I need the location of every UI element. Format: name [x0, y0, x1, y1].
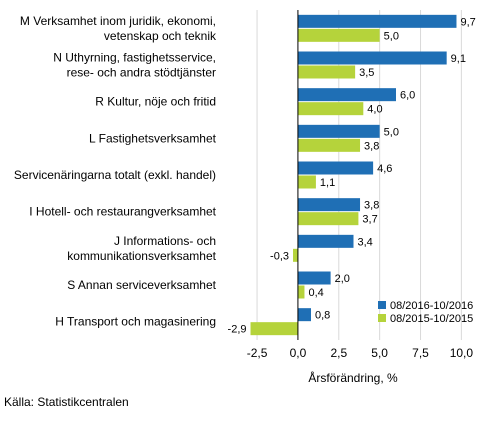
- bar-series-1: [297, 14, 457, 28]
- category-label: R Kultur, nöje och fritid: [95, 95, 216, 109]
- bar-series-2: [297, 285, 305, 299]
- data-label: 9,7: [460, 16, 475, 28]
- bar-series-2: [297, 102, 364, 116]
- x-tick-label: -2,5: [247, 346, 268, 360]
- data-label: 3,4: [358, 236, 373, 248]
- category-label: L Fastighetsverksamhet: [89, 131, 217, 145]
- bar-series-2: [250, 322, 298, 336]
- bar-series-2: [297, 175, 316, 189]
- label-layer: M Verksamhet inom juridik, ekonomi, veten…: [14, 14, 476, 336]
- category-label: M Verksamhet inom juridik, ekonomi, veten…: [20, 14, 217, 43]
- data-label: 1,1: [320, 177, 335, 189]
- bar-series-1: [297, 198, 361, 212]
- x-axis-title: Årsförändring, %: [308, 370, 398, 385]
- category-label: J Informations- och kommunikationsverksam…: [67, 234, 216, 263]
- x-tick-label: 7,5: [412, 346, 429, 360]
- bar-series-1: [297, 124, 380, 138]
- data-label: 9,1: [451, 53, 466, 65]
- x-tick-label: 2,5: [330, 346, 347, 360]
- legend-swatch: [378, 301, 386, 309]
- data-label: 3,7: [362, 214, 377, 226]
- data-label: 3,8: [364, 200, 379, 212]
- bar-series-1: [297, 234, 354, 248]
- category-label: S Annan serviceverksamhet: [67, 278, 216, 292]
- data-label: 5,0: [384, 126, 399, 138]
- data-label: 4,6: [377, 163, 392, 175]
- bar-series-1: [297, 271, 331, 285]
- category-label: Servicenäringarna totalt (exkl. handel): [14, 168, 216, 182]
- bar-series-2: [297, 65, 356, 79]
- legend-swatch: [378, 314, 386, 322]
- bar-series-2: [293, 248, 298, 262]
- legend-label: 08/2015-10/2015: [390, 313, 473, 325]
- data-label: 5,0: [384, 30, 399, 42]
- category-label: I Hotell- och restaurangverksamhet: [29, 205, 216, 219]
- bar-series-2: [297, 28, 380, 42]
- data-label: -2,9: [228, 324, 247, 336]
- x-tick-label: 0,0: [290, 346, 307, 360]
- data-label: 4,0: [367, 104, 382, 116]
- bar-series-1: [297, 308, 311, 322]
- data-label: -0,3: [270, 250, 289, 262]
- bar-series-1: [297, 161, 374, 175]
- axis-layer: -2,5 0,0 2,5 5,0 7,5 10,0: [247, 10, 474, 360]
- data-label: 6,0: [400, 90, 415, 102]
- x-tick-label: 5,0: [371, 346, 388, 360]
- data-label: 0,4: [308, 287, 323, 299]
- bar-layer: [250, 14, 457, 336]
- x-tick-label: 10,0: [450, 346, 474, 360]
- category-label: H Transport och magasinering: [55, 315, 216, 329]
- data-label: 3,8: [364, 140, 379, 152]
- category-label: N Uthyrning, fastighetsservice, rese- och…: [53, 51, 216, 80]
- data-label: 0,8: [315, 310, 330, 322]
- bar-series-1: [297, 88, 396, 102]
- legend-label: 08/2016-10/2016: [390, 300, 473, 312]
- bar-series-2: [297, 138, 361, 152]
- source-note: Källa: Statistikcentralen: [4, 395, 129, 409]
- data-label: 2,0: [335, 273, 350, 285]
- bar-series-2: [297, 212, 359, 226]
- data-label: 3,5: [359, 67, 374, 79]
- grid-layer: [256, 10, 462, 340]
- bar-series-1: [297, 51, 447, 65]
